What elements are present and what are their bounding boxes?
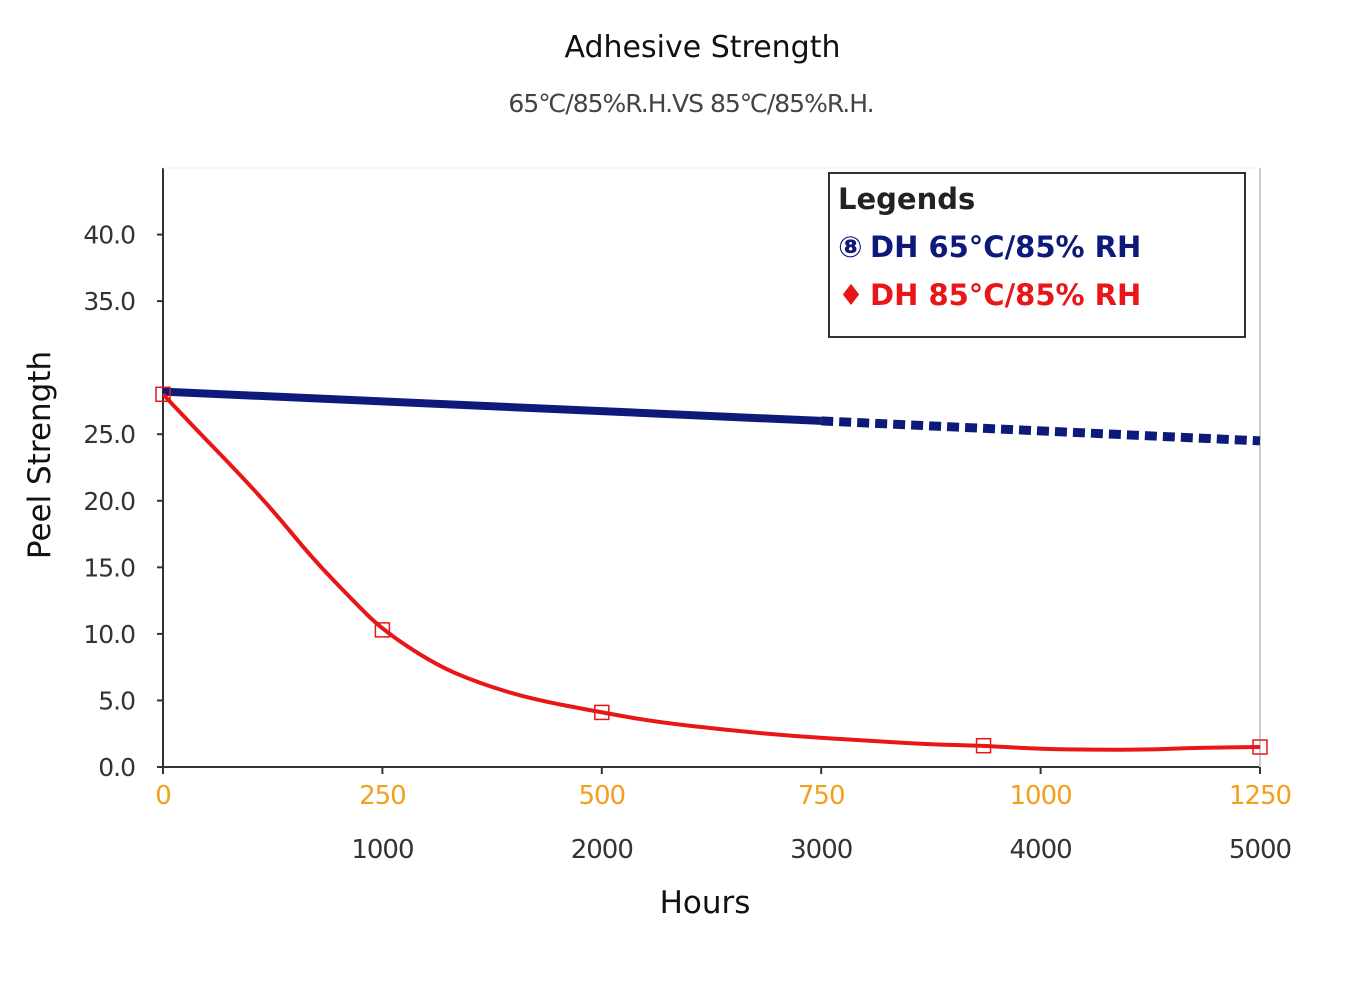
series-85c-point [374,622,391,638]
series-85c-point [1252,739,1268,755]
x-tick-label-primary: 250 [359,781,406,811]
x-tick-label-primary: 0 [155,781,171,811]
legend-entry-65c: ⑧ DH 65°C/85% RH [838,230,1141,264]
x-tick-label-secondary: 3000 [790,835,852,865]
series-65c-dashed-line [820,416,1261,446]
series-85c-point [975,737,992,754]
y-tick-label: 20.0 [83,487,135,516]
circled-eight-icon: ⑧ [838,230,863,264]
chart-subtitle: 65℃/85%R.H.VS 85℃/85%R.H. [508,89,874,118]
y-tick-label: 40.0 [83,221,135,250]
plot-frame [162,167,1261,769]
series-layer [155,386,1268,755]
y-tick-label: 5.0 [98,686,135,715]
chart-title: Adhesive Strength [564,30,841,65]
legend-label-85c: DH 85°C/85% RH [870,278,1142,312]
x-tick-label-secondary: 2000 [571,835,633,865]
legend-label-65c: DH 65°C/85% RH [870,230,1142,264]
series-65c-solid-line [162,387,822,425]
y-tick-label: 10.0 [83,620,135,649]
x-tick-label-primary: 750 [798,781,845,811]
y-tick-label: 15.0 [83,553,135,582]
x-axis-ticks-primary: 0 250 500 750 1000 1250 [155,767,1292,811]
x-tick-label-secondary: 5000 [1229,835,1291,865]
x-tick-label-secondary: 1000 [351,835,413,865]
x-tick-label-primary: 500 [578,781,625,811]
series-85c-line [161,392,1261,752]
legend-entry-85c: ♦ DH 85°C/85% RH [838,278,1141,312]
y-tick-label: 0.0 [98,753,135,782]
y-tick-label: 25.0 [83,420,135,449]
x-axis-ticks-secondary: 1000 2000 3000 4000 5000 [351,835,1292,865]
x-tick-label-primary: 1000 [1010,781,1072,811]
legend: Legends ⑧ DH 65°C/85% RH ♦ DH 85°C/85% RH [828,172,1246,338]
diamond-icon: ♦ [838,278,864,312]
legend-title: Legends [838,182,976,216]
y-axis-ticks: 0.0 5.0 10.0 15.0 20.0 25.0 35.0 40.0 [83,221,163,782]
x-tick-label-primary: 1250 [1229,781,1291,811]
x-tick-label-secondary: 4000 [1010,835,1072,865]
series-85c-point [155,386,171,403]
series-85c-point [594,704,610,721]
x-axis-label: Hours [659,885,751,921]
y-tick-label: 35.0 [83,287,135,316]
